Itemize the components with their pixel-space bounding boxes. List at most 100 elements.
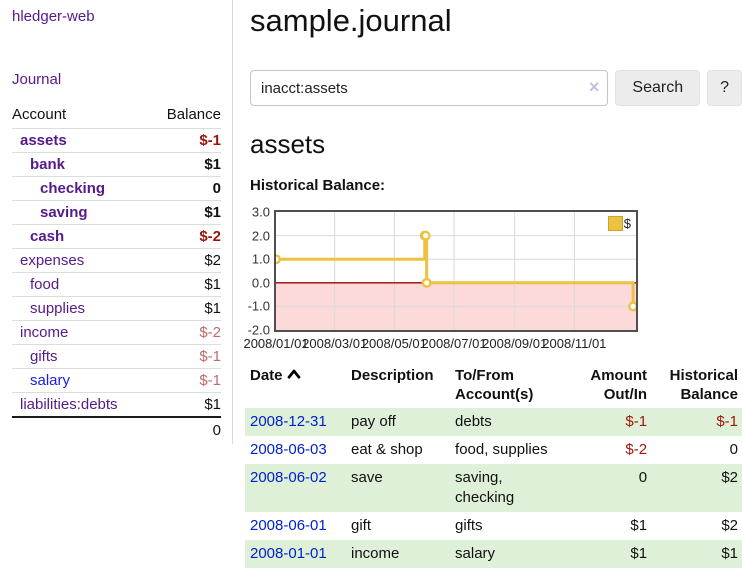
register-accounts-cell: gifts [455, 517, 483, 534]
y-axis-label: 0.0 [251, 275, 270, 291]
search-form: × Search ? [250, 70, 742, 106]
accounts-table: Account Balance assets $-1 bank $1 checking 0… [12, 103, 221, 442]
y-axis-label: 1.0 [251, 251, 270, 267]
account-link[interactable]: salary [30, 372, 71, 389]
x-axis-label: 2008/11/01 [542, 336, 607, 351]
account-link[interactable]: liabilities:debts [20, 396, 118, 413]
page-title: sample.journal [250, 3, 452, 38]
transaction-date-link[interactable]: 2008-06-02 [250, 469, 327, 486]
app-title-link[interactable]: hledger-web [12, 8, 95, 25]
register-balance-cell: $2 [721, 469, 738, 486]
register-table-body: 2008-12-31 pay off debts $-1 $-1 2008-06-03 ea… [245, 408, 742, 568]
register-accounts-cell: food, supplies [455, 441, 548, 458]
account-link[interactable]: assets [20, 132, 67, 149]
register-row: 2008-12-31 pay off debts $-1 $-1 [245, 408, 742, 436]
register-date-cell: 2008-06-01 [245, 512, 346, 540]
accounts-header-balance: Balance [166, 106, 221, 123]
help-button[interactable]: ? [707, 70, 742, 106]
account-link[interactable]: gifts [30, 348, 58, 365]
accounts-total-spacer [12, 416, 151, 442]
search-button[interactable]: Search [615, 70, 701, 106]
account-link[interactable]: cash [30, 228, 65, 245]
register-date-cell: 2008-06-03 [245, 436, 346, 464]
account-link[interactable]: food [30, 276, 60, 293]
account-balance: 0 [150, 176, 221, 201]
clear-search-icon[interactable]: × [588, 77, 600, 97]
accounts-header-row: Account Balance [12, 103, 221, 129]
legend-label: $ [623, 216, 631, 231]
register-balance-cell: $-1 [716, 413, 738, 430]
account-balance: $2 [150, 248, 221, 273]
account-balance: $-2 [150, 224, 221, 249]
chart-plot-area: $ [274, 210, 638, 332]
account-link[interactable]: expenses [20, 252, 85, 269]
register-balance-cell: $2 [721, 517, 738, 534]
y-axis-label: -2.0 [247, 322, 270, 338]
account-row: income $-2 [12, 320, 221, 345]
register-balance-cell: $1 [721, 545, 738, 562]
account-link[interactable]: saving [40, 204, 88, 221]
account-heading: assets [250, 129, 326, 159]
register-date-cell: 2008-06-02 [245, 464, 346, 512]
register-date-cell: 2008-12-31 [245, 408, 346, 436]
main-content: sample.journal × Search ? assets Histori… [243, 0, 742, 568]
account-row: food $1 [12, 272, 221, 297]
account-balance: $-1 [150, 368, 221, 393]
legend-swatch-icon [607, 216, 623, 231]
register-date-cell: 2008-01-01 [245, 540, 346, 568]
account-row: gifts $-1 [12, 344, 221, 369]
account-balance: $-1 [150, 128, 221, 153]
register-header-description: Description [351, 367, 434, 384]
account-link[interactable]: income [20, 324, 69, 341]
x-axis-label: 2008/07/01 [421, 336, 487, 351]
register-description-cell: gift [351, 517, 372, 534]
search-input[interactable] [250, 70, 609, 106]
register-description-cell: income [351, 545, 400, 562]
account-balance: $1 [150, 200, 221, 225]
transaction-date-link[interactable]: 2008-06-01 [250, 517, 327, 534]
register-amount-cell: $1 [630, 545, 648, 562]
accounts-header-account: Account [12, 106, 67, 123]
account-row: checking 0 [12, 176, 221, 201]
register-accounts-cell: salary [455, 545, 496, 562]
register-header-accounts: To/From Account(s) [455, 367, 534, 403]
register-header-row: Date Description To/From Account(s) Amou… [245, 364, 742, 408]
account-balance: $-1 [150, 344, 221, 369]
sidebar: hledger-web Journal Account Balance asse… [0, 0, 233, 444]
sort-ascending-icon [287, 369, 300, 379]
register-amount-cell: 0 [638, 469, 648, 486]
account-row: bank $1 [12, 152, 221, 177]
transaction-date-link[interactable]: 2008-12-31 [250, 413, 327, 430]
account-row: salary $-1 [12, 368, 221, 393]
register-accounts-cell: debts [455, 413, 492, 430]
register-header-balance: Historical Balance [669, 367, 738, 403]
register-accounts-cell: saving, checking [455, 469, 515, 506]
register-description-cell: eat & shop [351, 441, 423, 458]
y-axis-label: 3.0 [251, 204, 270, 220]
x-axis-label: 2008/03/01 [302, 336, 368, 351]
account-balance: $1 [150, 392, 221, 417]
register-amount-cell: $-1 [625, 413, 648, 430]
transaction-date-link[interactable]: 2008-06-03 [250, 441, 327, 458]
account-link[interactable]: supplies [30, 300, 86, 317]
register-amount-cell: $1 [630, 517, 648, 534]
account-row: liabilities:debts $1 [12, 392, 221, 417]
sidebar-item-journal[interactable]: Journal [12, 71, 62, 88]
register-table: Date Description To/From Account(s) Amou… [245, 364, 742, 568]
register-header-date[interactable]: Date [245, 364, 346, 408]
accounts-table-body: assets $-1 bank $1 checking 0 saving $1 cash $-2 e… [12, 128, 221, 417]
x-axis-label: 2008/01/01 [243, 336, 309, 351]
register-description-cell: pay off [351, 413, 396, 430]
transaction-date-link[interactable]: 2008-01-01 [250, 545, 327, 562]
account-balance: $1 [150, 296, 221, 321]
account-row: assets $-1 [12, 128, 221, 153]
account-balance: $1 [150, 152, 221, 177]
account-link[interactable]: bank [30, 156, 66, 173]
account-link[interactable]: checking [40, 180, 106, 197]
register-header-amount: Amount Out/In [590, 367, 648, 403]
account-row: cash $-2 [12, 224, 221, 249]
x-axis-label: 2008/05/01 [361, 336, 427, 351]
chart-canvas [276, 212, 636, 330]
register-amount-cell: $-2 [625, 441, 648, 458]
y-axis-label: 2.0 [251, 228, 270, 244]
